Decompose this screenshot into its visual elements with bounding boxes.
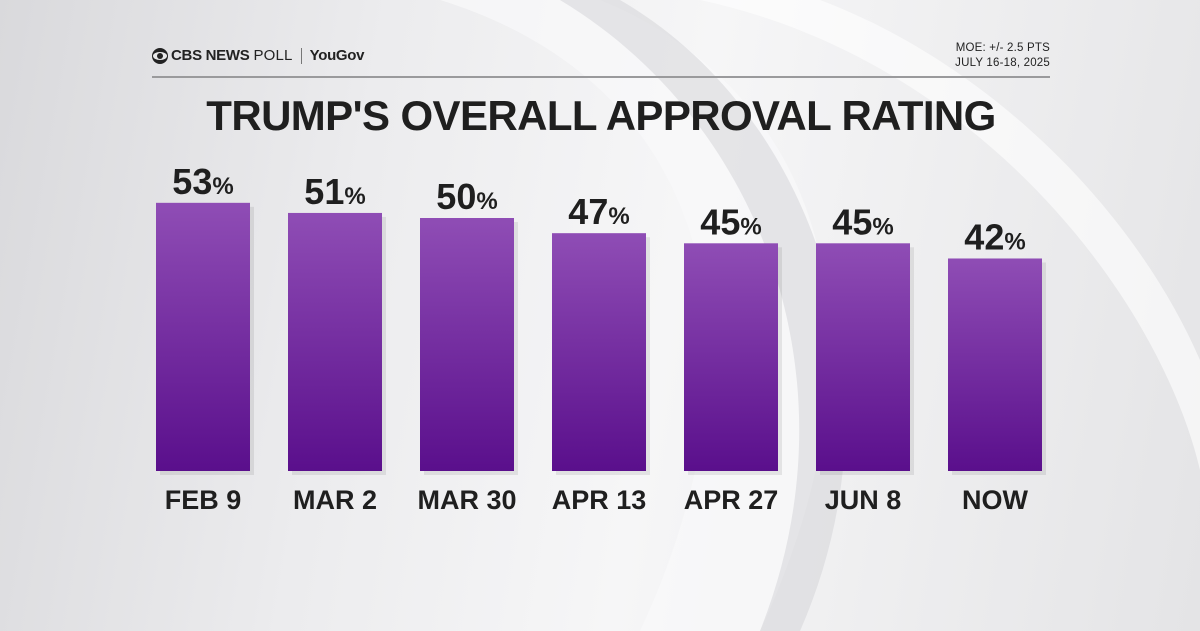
value-label: 53% xyxy=(172,161,233,202)
chart-title: TRUMP'S OVERALL APPROVAL RATING xyxy=(206,92,996,139)
value-label: 47% xyxy=(568,191,629,232)
poll-dates: JULY 16-18, 2025 xyxy=(955,57,1050,69)
partner-name: YouGov xyxy=(309,47,365,64)
poll-logo: CBS NEWS POLL YouGov xyxy=(152,47,365,64)
value-label: 50% xyxy=(436,176,497,217)
category-label: NOW xyxy=(962,485,1029,515)
category-label: JUN 8 xyxy=(825,485,902,515)
category-label: MAR 30 xyxy=(417,485,516,515)
bar-now xyxy=(948,258,1042,471)
cbs-eye-icon xyxy=(152,47,168,64)
bar-mar-30 xyxy=(420,218,514,471)
value-label: 42% xyxy=(964,216,1025,257)
category-label: APR 27 xyxy=(684,485,779,515)
bar-mar-2 xyxy=(288,212,382,471)
logo-divider xyxy=(300,47,302,64)
brand-name: CBS NEWS xyxy=(171,47,250,64)
category-label: APR 13 xyxy=(552,485,647,515)
category-label: FEB 9 xyxy=(165,485,242,515)
bar-apr-13 xyxy=(552,233,646,471)
category-label: MAR 2 xyxy=(293,485,377,515)
margin-of-error: MOE: +/- 2.5 PTS xyxy=(955,42,1050,54)
value-label: 45% xyxy=(832,201,893,242)
poll-label: POLL xyxy=(253,47,293,64)
bar-jun-8 xyxy=(816,243,910,471)
bar-apr-27 xyxy=(684,243,778,471)
value-label: 45% xyxy=(700,201,761,242)
poll-info: MOE: +/- 2.5 PTS JULY 16-18, 2025 xyxy=(955,41,1050,71)
bar-feb-9 xyxy=(156,202,250,471)
header: CBS NEWS POLL YouGov MOE: +/- 2.5 PTS JU… xyxy=(152,42,1050,78)
value-label: 51% xyxy=(304,171,365,212)
